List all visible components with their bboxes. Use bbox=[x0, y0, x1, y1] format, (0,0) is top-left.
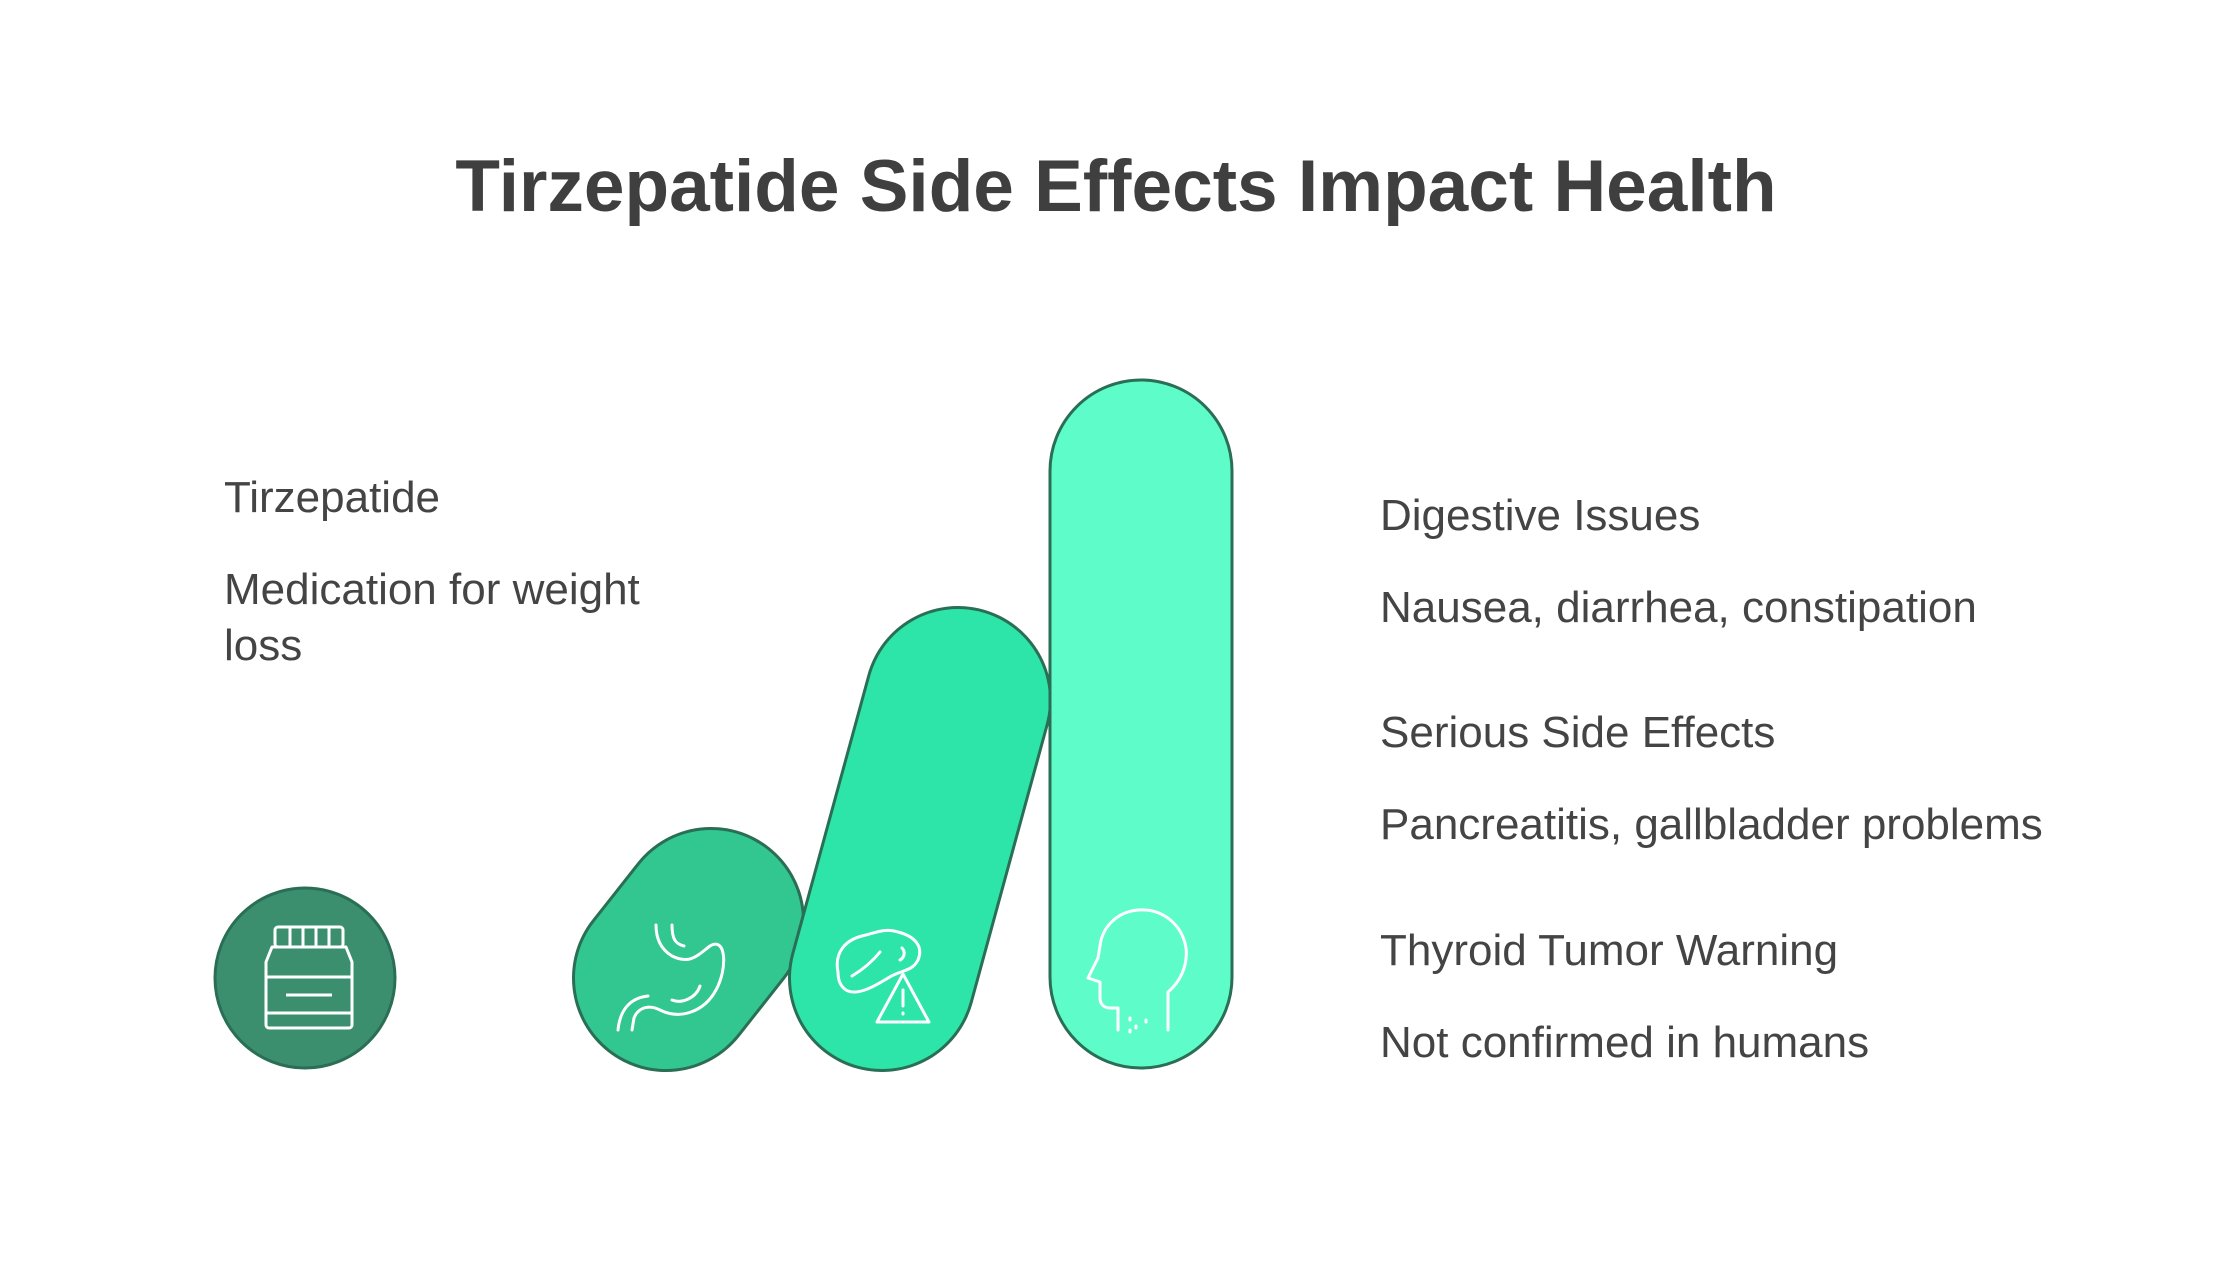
thyroid-warning-heading: Thyroid Tumor Warning bbox=[1380, 926, 1839, 975]
digestive-issues-heading: Digestive Issues bbox=[1380, 491, 1701, 540]
serious-effects-pill bbox=[788, 606, 1052, 1072]
organ-warning-icon bbox=[835, 928, 931, 1024]
head-thyroid-icon bbox=[1086, 908, 1188, 1034]
stomach-icon bbox=[616, 923, 726, 1032]
thyroid-pill bbox=[1048, 378, 1234, 1070]
serious-side-effects-heading: Serious Side Effects bbox=[1380, 708, 1776, 757]
medication-circle bbox=[213, 886, 397, 1070]
serious-side-effects-description: Pancreatitis, gallbladder problems bbox=[1380, 800, 2043, 849]
tirzepatide-heading: Tirzepatide bbox=[224, 473, 441, 522]
tirzepatide-description: Medication for weight loss bbox=[224, 565, 640, 670]
digestive-issues-description: Nausea, diarrhea, constipation bbox=[1380, 583, 1977, 632]
page-title: Tirzepatide Side Effects Impact Health bbox=[455, 146, 1777, 227]
medicine-jar-icon bbox=[264, 925, 354, 1030]
digestive-pill bbox=[572, 827, 805, 1072]
thyroid-warning-description: Not confirmed in humans bbox=[1380, 1018, 1870, 1067]
